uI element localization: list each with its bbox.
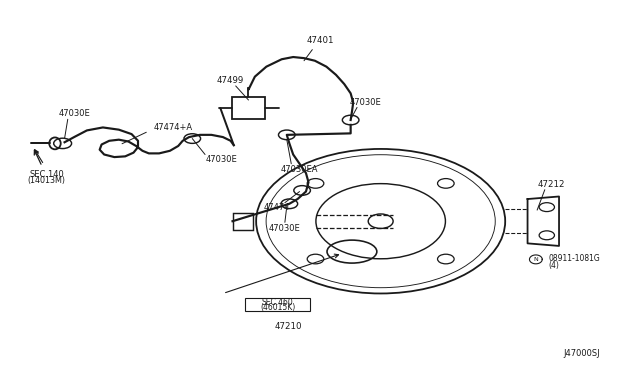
Text: (46015K): (46015K) [260, 303, 296, 312]
Text: (14013M): (14013M) [28, 176, 66, 185]
Text: N: N [534, 257, 538, 262]
Text: 47401: 47401 [307, 36, 333, 45]
Text: 47030E: 47030E [350, 98, 382, 107]
FancyBboxPatch shape [245, 298, 310, 311]
Text: SEC.140: SEC.140 [29, 170, 64, 179]
Text: 47474+A: 47474+A [154, 123, 193, 132]
Text: 08911-1081G: 08911-1081G [548, 254, 600, 263]
Bar [232, 97, 265, 119]
Bar [232, 213, 253, 230]
Text: 47030E: 47030E [58, 109, 90, 118]
Text: 47212: 47212 [538, 180, 565, 189]
Text: 47030EA: 47030EA [281, 165, 318, 174]
Text: 47474: 47474 [263, 203, 290, 212]
Text: J47000SJ: J47000SJ [563, 349, 600, 358]
Text: 47030E: 47030E [205, 155, 237, 164]
Text: 47030E: 47030E [269, 224, 301, 233]
Text: SEC.460: SEC.460 [262, 298, 294, 307]
Text: 47210: 47210 [275, 322, 302, 331]
Text: (4): (4) [548, 261, 559, 270]
Text: 47499: 47499 [217, 76, 244, 85]
